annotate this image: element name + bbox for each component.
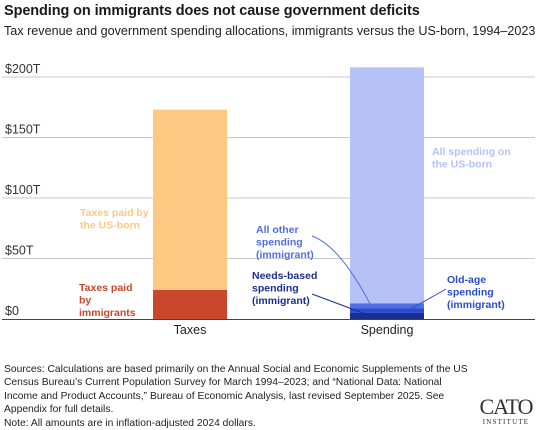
- x-tick-label: Spending: [361, 323, 414, 337]
- logo-line2: INSTITUTE: [483, 418, 530, 426]
- bar-segment: [350, 312, 424, 319]
- series-label: All spending on the US-born: [432, 146, 511, 171]
- bar-segment: [350, 308, 424, 313]
- y-tick-label: $0: [5, 304, 19, 318]
- x-tick-label: Taxes: [174, 323, 207, 337]
- bar-segment: [350, 67, 424, 304]
- series-label: Taxes paid by the US-born: [80, 207, 149, 232]
- note-text: Note: All amounts are in inflation-adjus…: [4, 417, 256, 429]
- chart-title: Spending on immigrants does not cause go…: [4, 3, 420, 19]
- chart-footer: Sources: Calculations are based primaril…: [4, 363, 474, 430]
- leader-line: [407, 288, 447, 311]
- leader-line: [311, 235, 372, 306]
- bar-segment: [350, 303, 424, 309]
- y-tick-label: $50T: [5, 244, 34, 258]
- bar-segment: [153, 289, 227, 319]
- y-tick-label: $150T: [5, 123, 41, 137]
- series-label: Old-age spending (immigrant): [447, 274, 505, 311]
- series-label: All other spending (immigrant): [256, 224, 314, 261]
- sources-text: Sources: Calculations are based primaril…: [4, 364, 468, 416]
- series-label: Needs-based spending (immigrant): [252, 270, 317, 307]
- logo-line1: CATO: [479, 394, 532, 419]
- leader-line: [311, 293, 372, 317]
- y-tick-label: $100T: [5, 183, 41, 197]
- y-tick-label: $200T: [5, 62, 41, 76]
- cato-institute-logo: CATO INSTITUTE: [479, 394, 533, 426]
- bar-segment: [153, 109, 227, 290]
- stacked-bar-chart: $0 $50T $100T $150T $200T Taxes Spending Taxes…: [2, 62, 535, 337]
- chart-subtitle: Tax revenue and government spending allo…: [4, 24, 536, 38]
- series-label: Taxes paid by immigrants: [79, 282, 136, 319]
